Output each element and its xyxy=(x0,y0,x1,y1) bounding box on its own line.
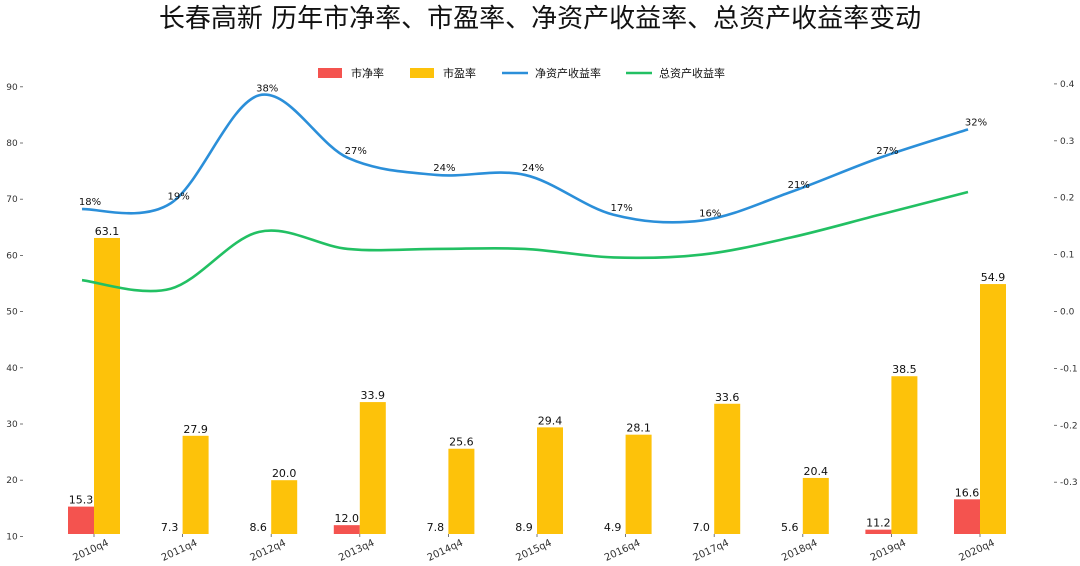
right-tick-label: 0.0 xyxy=(1060,308,1075,318)
line-point-label: 32% xyxy=(965,117,987,128)
bar-value-label: 15.3 xyxy=(69,494,94,507)
left-tick-label: 10 xyxy=(6,532,18,542)
right-tick-label: -0.3 xyxy=(1060,478,1078,488)
line-point-label: 24% xyxy=(433,163,455,174)
line-roa xyxy=(81,190,969,293)
bar-pe xyxy=(980,284,1006,534)
bar-pb xyxy=(954,499,980,534)
bar-value-label: 25.6 xyxy=(449,436,474,449)
right-tick-label: 0.4 xyxy=(1060,80,1075,90)
x-tick-label: 2010q4 xyxy=(71,538,110,564)
line-point-label: 17% xyxy=(610,203,632,214)
legend-label: 市净率 xyxy=(351,66,384,80)
x-tick-label: 2013q4 xyxy=(337,538,376,564)
bar-value-label: 27.9 xyxy=(183,423,208,436)
line-point-label: 38% xyxy=(256,83,278,94)
bar-value-label: 28.1 xyxy=(626,422,651,435)
line-point-label: 27% xyxy=(876,146,898,157)
bar-pe xyxy=(271,480,298,534)
bar-value-label: 7.8 xyxy=(427,521,445,534)
line-point-label: 24% xyxy=(522,163,544,174)
bar-value-label: 16.6 xyxy=(955,486,980,499)
x-tick-label: 2014q4 xyxy=(426,538,465,564)
bar-value-label: 7.3 xyxy=(161,521,179,534)
bar-value-label: 8.6 xyxy=(249,521,267,534)
legend-swatch xyxy=(410,68,434,78)
x-tick-label: 2017q4 xyxy=(692,538,731,564)
bar-pb xyxy=(68,506,94,534)
right-tick-label: -0.2 xyxy=(1060,421,1078,431)
legend-swatch xyxy=(318,68,342,78)
line-point-label: 27% xyxy=(345,146,367,157)
x-tick-label: 2016q4 xyxy=(603,538,642,564)
x-tick-label: 2020q4 xyxy=(957,538,996,564)
legend-label: 净资产收益率 xyxy=(535,66,601,80)
bar-value-label: 5.6 xyxy=(781,521,799,534)
left-tick-label: 50 xyxy=(6,308,18,318)
bar-value-label: 29.4 xyxy=(538,414,563,427)
line-point-label: 21% xyxy=(788,180,810,191)
line-point-label: 18% xyxy=(79,197,101,208)
line-point-label: 19% xyxy=(167,191,189,202)
x-tick-label: 2011q4 xyxy=(160,538,199,564)
legend: 市净率 市盈率 净资产收益率 总资产收益率 xyxy=(318,66,725,80)
left-tick-label: 30 xyxy=(6,420,18,430)
right-tick-label: 0.2 xyxy=(1060,194,1074,204)
bar-pe xyxy=(448,448,475,534)
bar-value-label: 20.4 xyxy=(804,465,829,478)
bar-value-label: 20.0 xyxy=(272,467,297,480)
x-tick-label: 2012q4 xyxy=(249,538,288,564)
bar-value-label: 12.0 xyxy=(335,512,360,525)
left-tick-label: 90 xyxy=(6,83,18,93)
left-tick-label: 60 xyxy=(6,251,18,261)
bar-pb xyxy=(865,529,892,534)
bar-pe xyxy=(625,434,652,534)
left-tick-label: 70 xyxy=(6,195,18,205)
chart-title: 长春高新 历年市净率、市盈率、净资产收益率、总资产收益率变动 xyxy=(159,4,921,34)
left-tick-label: 80 xyxy=(6,139,18,149)
lines-layer: 18% 19% 38% 27% 24% 24% 17% 16% 21% 27% 32% xyxy=(79,83,987,293)
bar-value-label: 4.9 xyxy=(604,521,622,534)
bars-layer: 15.3 7.3 8.6 12.0 7.8 8.9 4.9 7.0 5.6 11.2 16.6 63.… xyxy=(68,225,1006,534)
left-tick-label: 40 xyxy=(6,364,18,374)
x-tick-label: 2015q4 xyxy=(514,538,553,564)
bar-pe xyxy=(182,435,209,534)
bar-value-label: 54.9 xyxy=(981,271,1006,284)
x-tick-label: 2018q4 xyxy=(780,538,819,564)
bar-value-label: 7.0 xyxy=(692,521,710,534)
x-axis: 2010q4 2011q4 2012q4 2013q4 2014q4 2015q4 2016… xyxy=(71,534,997,564)
legend-label: 市盈率 xyxy=(443,66,476,80)
line-roe xyxy=(81,93,969,224)
right-tick-label: 0.1 xyxy=(1060,251,1074,261)
bar-pb xyxy=(333,525,360,534)
right-tick-label: -0.1 xyxy=(1060,364,1078,374)
x-tick-label: 2019q4 xyxy=(869,538,908,564)
bar-value-label: 63.1 xyxy=(95,225,120,238)
bar-pe xyxy=(714,403,741,534)
bar-value-label: 33.6 xyxy=(715,391,740,404)
bar-pe xyxy=(537,427,563,534)
legend-label: 总资产收益率 xyxy=(659,66,725,80)
line-point-label: 16% xyxy=(699,208,721,219)
bar-value-label: 33.9 xyxy=(361,389,386,402)
bar-pe xyxy=(802,477,829,534)
right-axis: -0.3 -0.2 -0.1 0.0 0.1 0.2 0.3 0.4 xyxy=(1054,80,1078,488)
left-axis: 10 20 30 40 50 60 70 80 90 xyxy=(6,83,23,542)
bar-pe xyxy=(891,376,918,534)
bar-value-label: 8.9 xyxy=(515,521,533,534)
left-tick-label: 20 xyxy=(6,476,18,486)
bar-value-label: 11.2 xyxy=(866,517,891,530)
bar-pe xyxy=(359,402,386,534)
bar-value-label: 38.5 xyxy=(892,363,917,376)
right-tick-label: 0.3 xyxy=(1060,137,1074,147)
